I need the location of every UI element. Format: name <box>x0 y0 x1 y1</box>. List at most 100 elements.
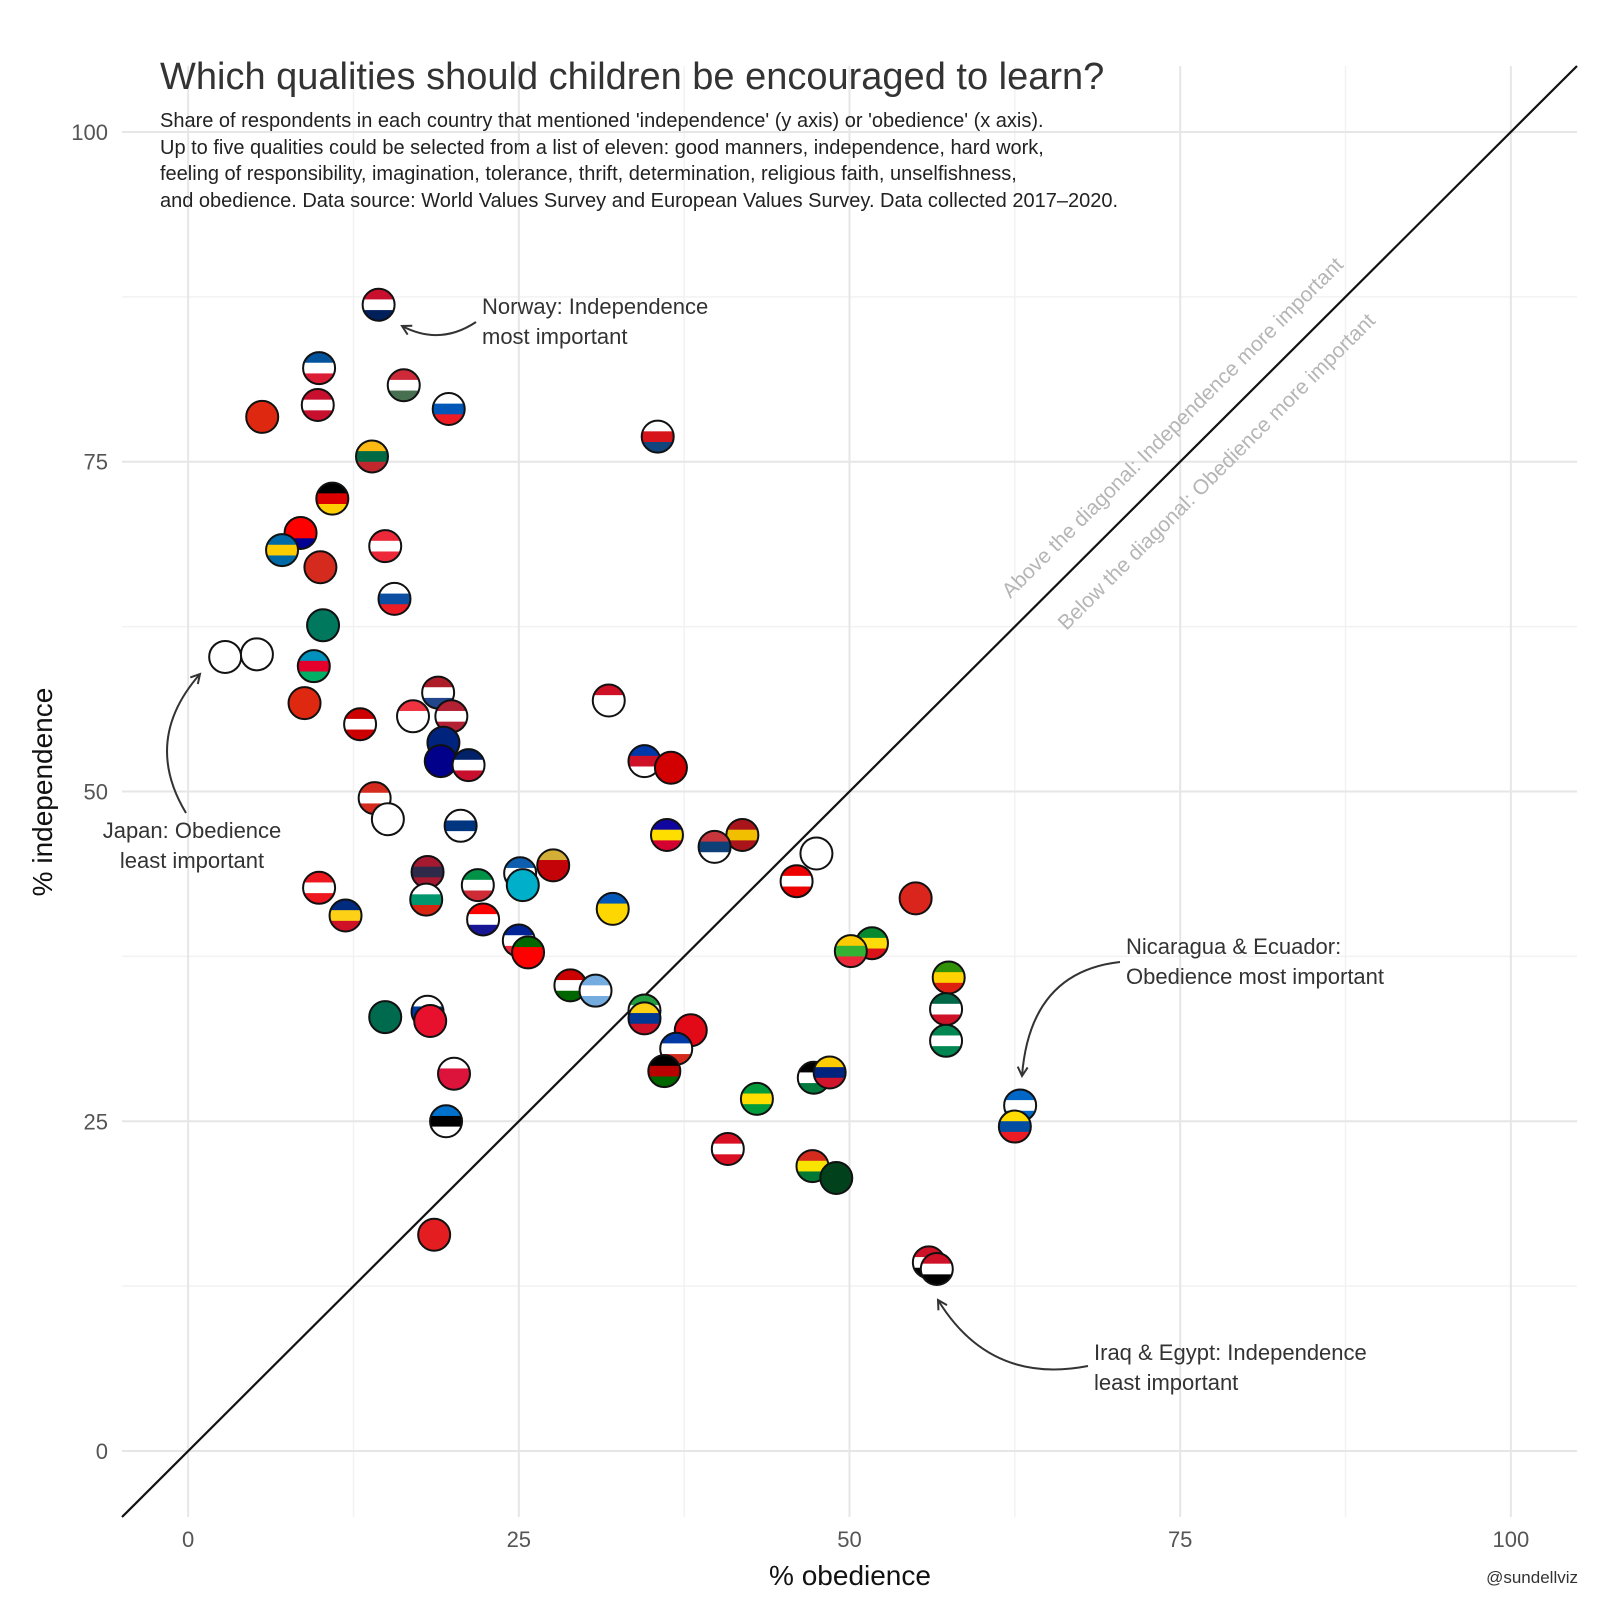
annotation-nicaragua-arrow <box>1022 961 1121 1076</box>
annotation-norway-arrow <box>402 321 477 336</box>
point-slovakia <box>377 581 412 616</box>
point-brazil <box>739 1081 774 1116</box>
annotation-iraq-arrow <box>938 1300 1089 1371</box>
x-tick-label: 75 <box>1168 1527 1192 1552</box>
point-czechia <box>640 419 675 454</box>
annotation-japan-line-1: Japan: Obedience <box>103 818 282 843</box>
y-tick-label: 75 <box>84 450 108 475</box>
point-iceland <box>302 351 337 386</box>
point-indonesia <box>591 683 626 718</box>
point-zimbabwe <box>931 960 966 995</box>
annotation-iraq: Iraq & Egypt: Independence least importan… <box>938 1300 1367 1395</box>
subtitle-line-3: feeling of responsibility, imagination, … <box>160 163 1017 185</box>
x-tick-label: 50 <box>837 1527 861 1552</box>
point-lebanon <box>302 870 337 905</box>
point-iraq <box>919 1252 954 1287</box>
diagonal-label-below: Below the diagonal: Obedience more impor… <box>1054 309 1380 635</box>
annotation-norway: Norway: Independence most important <box>402 294 708 349</box>
point-nigeria <box>929 1023 964 1058</box>
x-tick-label: 25 <box>507 1527 531 1552</box>
annotation-japan-arrow <box>166 674 200 814</box>
annotation-norway-line-2: most important <box>482 324 628 349</box>
point-ukraine <box>595 891 630 926</box>
annotation-nicaragua-line-2: Obedience most important <box>1126 964 1384 989</box>
point-denmark <box>300 388 335 423</box>
point-azerbaijan <box>296 649 331 684</box>
point-estonia <box>429 1104 464 1139</box>
chart-title: Which qualities should children be encou… <box>160 56 1105 98</box>
point-kazakhstan <box>505 868 540 903</box>
point-peru <box>710 1131 745 1166</box>
point-romania <box>328 898 363 933</box>
x-axis-label: % obedience <box>769 1560 931 1591</box>
point-ecuador <box>997 1109 1032 1144</box>
point-germany <box>315 481 350 516</box>
point-bulgaria <box>409 882 444 917</box>
point-serbia <box>697 829 732 864</box>
annotation-iraq-line-2: least important <box>1094 1370 1238 1395</box>
point-portugal <box>511 935 546 970</box>
y-axis-label: % independence <box>27 688 58 897</box>
point-mexico <box>929 992 964 1027</box>
point-argentina <box>578 973 613 1008</box>
point-andorra <box>649 818 684 853</box>
point-sweden <box>265 533 300 568</box>
point-colombia <box>627 1001 662 1036</box>
annotations: Norway: Independence most important Japan… <box>103 294 1384 1395</box>
point-georgia <box>370 802 405 837</box>
y-tick-label: 25 <box>84 1109 108 1134</box>
annotation-nicaragua: Nicaragua & Ecuador: Obedience most impor… <box>1022 934 1384 1076</box>
diagonal-line <box>121 65 1578 1518</box>
annotation-nicaragua-line-1: Nicaragua & Ecuador: <box>1126 934 1341 959</box>
y-tick-label: 50 <box>84 780 108 805</box>
point-norway <box>361 287 396 322</box>
x-tick-label: 0 <box>182 1527 194 1552</box>
point-macau <box>306 608 341 643</box>
point-finland <box>443 808 478 843</box>
point-south-korea <box>239 637 274 672</box>
point-kenya <box>647 1054 682 1089</box>
point-japan <box>208 639 243 674</box>
credit-label: @sundellviz <box>1486 1568 1578 1587</box>
annotation-japan-line-2: least important <box>120 848 264 873</box>
point-singapore <box>396 699 430 734</box>
point-italy <box>460 868 495 903</box>
point-malaysia <box>343 707 378 742</box>
point-taiwan <box>283 515 318 550</box>
annotation-japan: Japan: Obedience least important <box>103 674 282 873</box>
y-tick-label: 100 <box>71 120 108 145</box>
subtitle-line-1: Share of respondents in each country tha… <box>160 110 1044 132</box>
data-points <box>208 287 1038 1287</box>
point-cyprus <box>799 836 834 871</box>
point-austria <box>368 529 403 564</box>
point-bangladesh <box>368 1000 403 1035</box>
x-tick-label: 100 <box>1493 1527 1530 1552</box>
subtitle-line-4: and obedience. Data source: World Values… <box>160 189 1119 212</box>
point-myanmar <box>833 934 868 969</box>
point-pakistan <box>819 1160 854 1195</box>
point-montenegro <box>536 848 571 883</box>
point-switzerland <box>303 550 338 585</box>
chart-subtitle: Share of respondents in each country tha… <box>160 108 1118 214</box>
point-croatia <box>466 902 501 937</box>
point-venezuela <box>812 1055 847 1090</box>
point-lithuania <box>354 439 389 474</box>
diagonal-label-above: Above the diagonal: Independence more im… <box>998 253 1348 602</box>
point-north-macedonia <box>653 750 688 785</box>
point-albania <box>417 1217 452 1252</box>
axes: % obedience % independence 0 25 50 75 100 0 25… <box>27 120 1529 1591</box>
point-china <box>245 399 280 434</box>
subtitle-line-2: Up to five qualities could be selected f… <box>160 136 1044 159</box>
annotation-norway-line-1: Norway: Independence <box>482 294 708 319</box>
point-slovenia <box>431 391 466 426</box>
point-united-kingdom <box>451 748 486 783</box>
y-tick-label: 0 <box>96 1439 108 1464</box>
point-puerto-rico <box>779 864 814 899</box>
svg-text:Nicaragua & Ecuador:Obedience: Nicaragua & Ecuador: Obedience most impor… <box>1126 934 1384 989</box>
point-kyrgyzstan <box>413 1004 448 1039</box>
point-hong-kong <box>287 686 322 721</box>
